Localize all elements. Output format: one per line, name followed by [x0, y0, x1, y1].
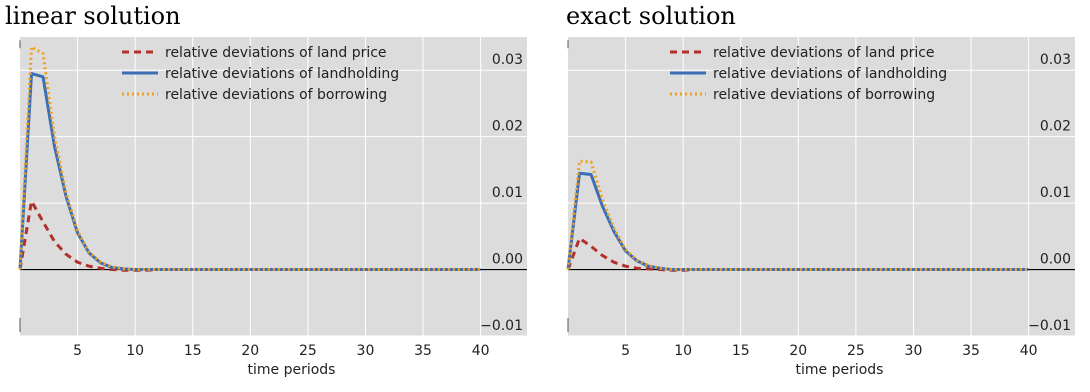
- x-tick-label: 20: [241, 343, 259, 359]
- x-tick-label: 25: [847, 343, 865, 359]
- chart-title: exact solution: [566, 2, 736, 30]
- y-tick-label: 0.03: [1040, 52, 1071, 68]
- chart-panel-2: exact solution 5 10 15 20 25 30 35 40 −0.01 0.00 0.…: [566, 2, 1075, 378]
- x-tick-label: 15: [184, 343, 202, 359]
- x-tick-label: 30: [905, 343, 923, 359]
- x-tick-label: 30: [357, 343, 375, 359]
- legend-label-1: relative deviations of land price: [713, 45, 935, 61]
- legend-label-2: relative deviations of landholding: [165, 66, 399, 82]
- y-tick-label: 0.00: [492, 252, 523, 268]
- x-tick-label: 25: [299, 343, 317, 359]
- x-tick-label: 40: [1020, 343, 1038, 359]
- y-tick-label: 0.03: [492, 52, 523, 68]
- series-line-3: [566, 159, 1029, 272]
- x-tick-label: 5: [621, 343, 630, 359]
- x-tick-label: 10: [126, 343, 144, 359]
- x-tick-label: 35: [414, 343, 432, 359]
- y-tick-label: −0.01: [480, 318, 523, 334]
- legend-label-2: relative deviations of landholding: [713, 66, 947, 82]
- x-tick-label: 35: [962, 343, 980, 359]
- x-tick-label: 5: [73, 343, 82, 359]
- plot-area: [20, 37, 527, 336]
- series-line-3: [18, 45, 481, 272]
- legend-label-3: relative deviations of borrowing: [713, 87, 935, 103]
- x-tick-label: 15: [732, 343, 750, 359]
- y-tick-label: 0.02: [492, 119, 523, 135]
- legend-label-3: relative deviations of borrowing: [165, 87, 387, 103]
- y-tick-label: 0.01: [492, 185, 523, 201]
- plot-area: [568, 37, 1075, 336]
- x-axis-label: time periods: [248, 362, 336, 378]
- legend: relative deviations of land price relativ…: [670, 45, 947, 103]
- chart-panel-1: linear solution 5 10 15 20 25 30 35 40 −0.01 0.00 0…: [5, 2, 527, 378]
- x-axis-label: time periods: [796, 362, 884, 378]
- legend-label-1: relative deviations of land price: [165, 45, 387, 61]
- legend: relative deviations of land price relativ…: [122, 45, 399, 103]
- y-tick-label: 0.01: [1040, 185, 1071, 201]
- y-tick-label: 0.00: [1040, 252, 1071, 268]
- chart-title: linear solution: [5, 2, 181, 30]
- x-tick-label: 40: [472, 343, 490, 359]
- y-tick-label: 0.02: [1040, 119, 1071, 135]
- y-tick-label: −0.01: [1028, 318, 1071, 334]
- x-tick-label: 10: [674, 343, 692, 359]
- x-tick-label: 20: [789, 343, 807, 359]
